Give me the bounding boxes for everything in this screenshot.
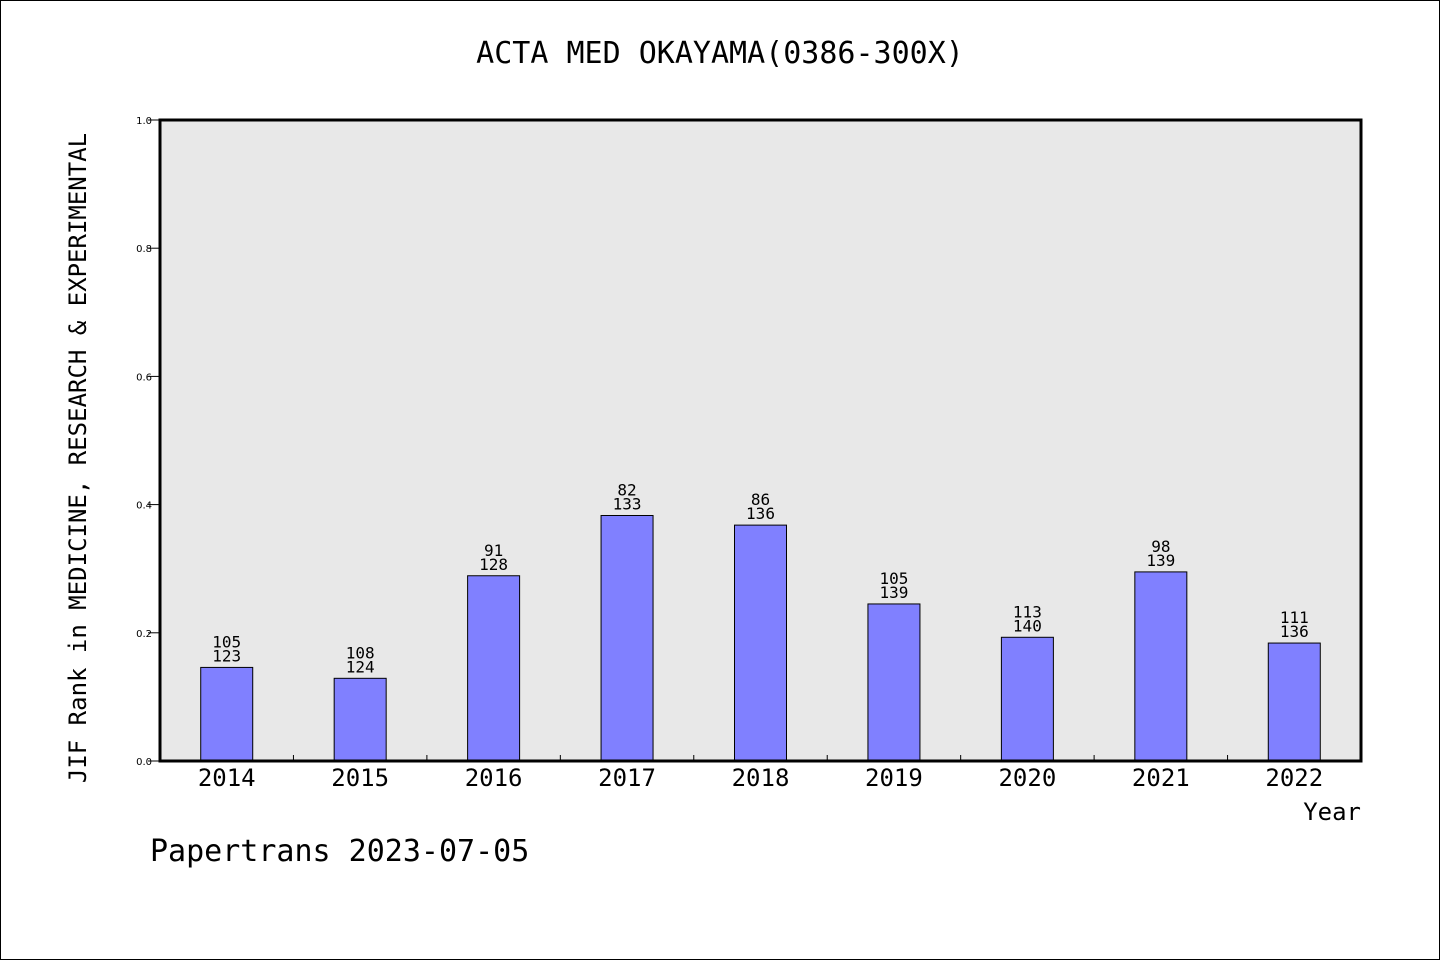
bar-rank-label: 98: [1151, 537, 1170, 556]
x-tick-label: 2019: [865, 764, 923, 792]
chart-title: ACTA MED OKAYAMA(0386-300X): [476, 36, 964, 71]
bar-2022: [1267, 642, 1321, 762]
y-axis-ticks: 0.0 0.2 0.4 0.6 0.8 1.0: [136, 116, 160, 768]
bar-rank-label: 111: [1280, 608, 1309, 627]
bar-total-label: 128: [479, 555, 508, 574]
bar-2014: [200, 666, 254, 762]
x-tick-label: 2020: [998, 764, 1056, 792]
x-axis-label: Year: [1303, 798, 1361, 826]
y-tick-label: 0.8: [136, 244, 152, 255]
y-tick-label: 0.6: [136, 372, 152, 383]
bar-total-label: 136: [746, 504, 775, 523]
x-tick-label: 2016: [465, 764, 523, 792]
x-tick-label: 2022: [1265, 764, 1323, 792]
bar-total-label: 140: [1013, 616, 1042, 635]
y-tick-label: 0.0: [136, 757, 152, 768]
footer-credit: Papertrans 2023-07-05: [150, 834, 530, 869]
bar-rank-label: 86: [751, 490, 770, 509]
bar-total-label: 133: [613, 494, 642, 513]
x-tick-label: 2018: [732, 764, 790, 792]
bar-2015: [333, 677, 387, 762]
bar-rank-label: 113: [1013, 602, 1042, 621]
y-tick-label: 0.2: [136, 629, 152, 640]
bar-total-label: 136: [1280, 622, 1309, 641]
bar-2016: [467, 575, 521, 762]
x-tick-label: 2014: [198, 764, 256, 792]
bar-2019: [867, 603, 921, 762]
bar-2020: [1000, 636, 1054, 762]
bar-2021: [1134, 571, 1188, 762]
x-axis-ticks: 2014 2015 2016 2017 2018 2019 2020 2021 2022: [198, 755, 1323, 792]
y-tick-label: 0.4: [136, 501, 152, 512]
x-tick-label: 2015: [331, 764, 389, 792]
bar-total-label: 123: [212, 646, 241, 665]
bar-rank-label: 108: [346, 643, 375, 662]
bar-2018: [734, 524, 787, 762]
bar-total-label: 139: [1146, 551, 1175, 570]
bar-rank-label: 82: [617, 480, 636, 499]
bar-total-label: 124: [346, 657, 375, 676]
x-tick-label: 2017: [598, 764, 656, 792]
y-tick-label: 1.0: [136, 116, 152, 127]
plot-border: [158, 118, 1363, 763]
bar-rank-label: 91: [484, 541, 503, 560]
bar-2017: [600, 514, 654, 762]
bar-rank-label: 105: [212, 632, 241, 651]
x-tick-label: 2021: [1132, 764, 1190, 792]
bar-rank-label: 105: [879, 569, 908, 588]
bar-total-label: 139: [879, 583, 908, 602]
